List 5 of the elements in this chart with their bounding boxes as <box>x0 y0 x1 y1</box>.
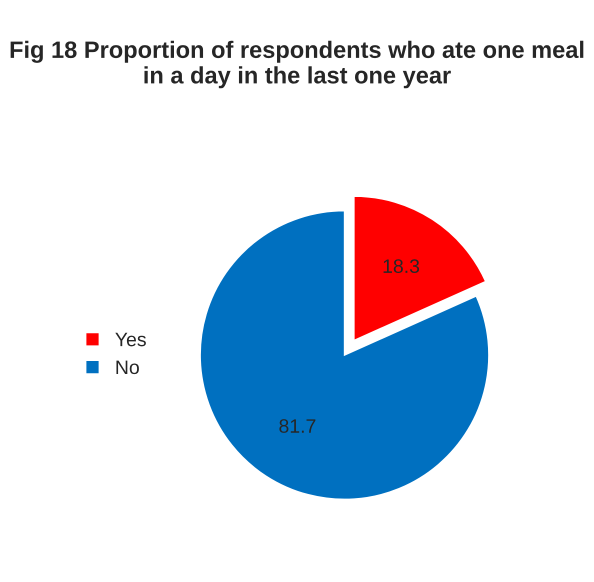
data-label: 81.7 <box>279 419 316 433</box>
legend-label: Yes <box>115 332 146 346</box>
legend-label: No <box>116 360 139 374</box>
chart-title: Fig 18 Proportion of respondents who ate one meal in a day in the last one year <box>10 40 584 88</box>
data-label: 18.3 <box>384 259 420 274</box>
